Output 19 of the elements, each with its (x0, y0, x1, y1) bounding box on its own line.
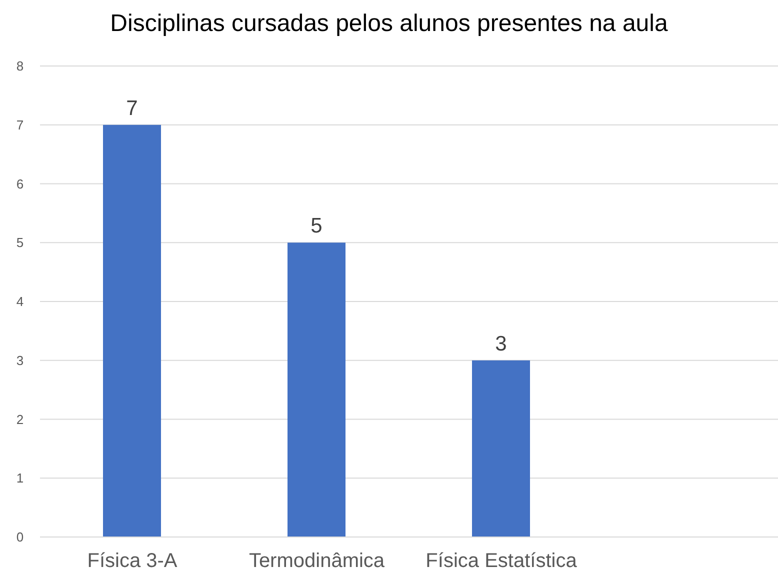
y-tick-label: 1 (16, 470, 24, 486)
y-tick-label: 8 (16, 58, 24, 74)
data-label: 5 (310, 214, 322, 238)
bar (288, 242, 346, 537)
y-tick-label: 7 (16, 117, 24, 132)
bar (103, 124, 161, 537)
x-tick-label: Física Estatística (426, 550, 578, 572)
x-tick-label: Física 3-A (87, 550, 178, 572)
y-tick-label: 6 (16, 176, 24, 192)
x-tick-label: Termodinâmica (248, 550, 386, 572)
y-tick-label: 2 (16, 412, 24, 427)
data-label: 7 (126, 96, 138, 120)
y-tick-label: 4 (16, 294, 24, 310)
y-tick-label: 3 (16, 352, 24, 368)
chart-title: Disciplinas cursadas pelos alunos presentes na aula (109, 10, 669, 38)
y-tick-label: 0 (16, 530, 24, 545)
y-tick-label: 5 (16, 235, 24, 250)
bar (472, 360, 530, 537)
data-label: 3 (495, 332, 507, 356)
